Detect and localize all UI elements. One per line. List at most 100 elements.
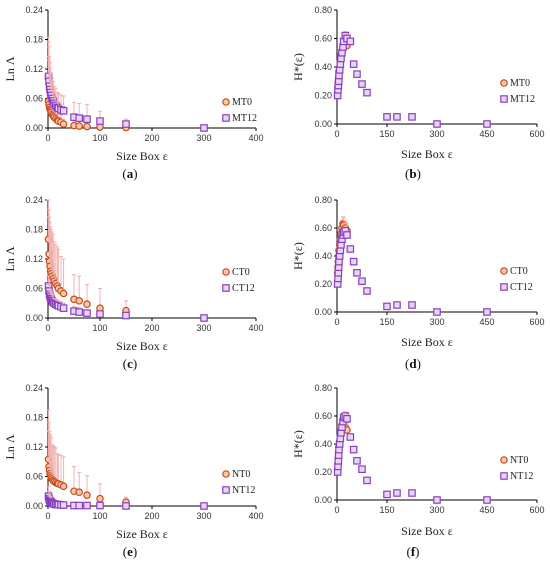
data-point-square bbox=[59, 304, 68, 312]
x-tick-label: 600 bbox=[529, 505, 544, 515]
series-MT12 bbox=[333, 30, 491, 128]
x-tick-label: 0 bbox=[45, 323, 50, 333]
y-tick-label: 0.24 bbox=[25, 5, 43, 15]
legend-label: NT0 bbox=[232, 469, 250, 480]
y-axis-label: Ln Λ bbox=[3, 56, 17, 81]
y-tick-label: 0.18 bbox=[25, 413, 43, 423]
x-tick-label: 450 bbox=[479, 505, 494, 515]
data-point-square bbox=[83, 501, 91, 510]
legend-label: MT12 bbox=[232, 113, 257, 124]
legend-marker-circle bbox=[222, 470, 230, 478]
y-axis-label: H*(ε) bbox=[291, 430, 305, 458]
data-point-circle bbox=[83, 491, 91, 499]
data-point-square bbox=[122, 502, 130, 510]
y-tick-label: 0.40 bbox=[314, 251, 332, 261]
x-tick-label: 450 bbox=[479, 317, 494, 327]
x-tick-label: 0 bbox=[334, 129, 339, 139]
x-tick-label: 450 bbox=[479, 129, 494, 139]
chart-panel-4: 0.00 0.06 0.12 0.18 0.24 0 100 200 300 400 Size Bo… bbox=[3, 383, 264, 559]
x-tick-label: 0 bbox=[334, 505, 339, 515]
panel-label: (a) bbox=[122, 166, 137, 181]
data-point-square bbox=[349, 445, 358, 454]
data-point-circle bbox=[83, 122, 91, 131]
y-tick-label: 0.00 bbox=[25, 123, 43, 133]
x-tick-label: 100 bbox=[92, 511, 107, 521]
data-point-square bbox=[363, 476, 371, 485]
y-tick-label: 0.00 bbox=[314, 307, 332, 317]
y-tick-label: 0.40 bbox=[314, 62, 332, 72]
x-tick-label: 0 bbox=[45, 133, 50, 143]
data-point-square bbox=[408, 301, 416, 309]
y-tick-label: 0.60 bbox=[314, 34, 332, 44]
data-point-square bbox=[200, 314, 208, 322]
x-tick-label: 150 bbox=[379, 317, 394, 327]
data-point-square bbox=[83, 309, 91, 317]
y-tick-label: 0.24 bbox=[25, 383, 43, 393]
data-point-square bbox=[483, 308, 491, 316]
y-tick-label: 0.20 bbox=[314, 467, 332, 477]
legend-label: CT12 bbox=[510, 282, 533, 293]
y-tick-label: 0.60 bbox=[314, 223, 332, 233]
data-point-square bbox=[343, 231, 351, 239]
legend-marker-circle bbox=[222, 268, 230, 276]
data-point-square bbox=[353, 269, 361, 277]
series-CT0 bbox=[44, 199, 208, 322]
chart-panel-0: 0.00 0.06 0.12 0.18 0.24 0 100 200 300 400 Size Bo… bbox=[3, 5, 264, 181]
x-tick-label: 200 bbox=[144, 323, 159, 333]
data-point-square bbox=[343, 415, 351, 423]
data-point-square bbox=[200, 124, 208, 132]
data-point-square bbox=[383, 490, 391, 499]
data-point-square bbox=[383, 113, 391, 121]
panel-label: (b) bbox=[405, 166, 421, 181]
legend-label: NT12 bbox=[510, 471, 533, 482]
legend-marker-circle bbox=[500, 79, 508, 87]
data-point-square bbox=[75, 114, 84, 122]
data-point-square bbox=[346, 245, 355, 253]
data-point-square bbox=[346, 433, 355, 441]
data-point-square bbox=[363, 287, 371, 295]
data-point-circle bbox=[75, 122, 84, 130]
legend-marker-square bbox=[500, 95, 508, 103]
x-tick-label: 400 bbox=[248, 133, 263, 143]
chart-panel-5: 0.00 0.20 0.40 0.60 0.80 0 150 300 450 600 Size Bo… bbox=[291, 383, 545, 559]
legend-marker-square bbox=[222, 284, 230, 292]
y-axis-label: H*(ε) bbox=[291, 242, 305, 270]
data-point-square bbox=[483, 120, 491, 128]
data-point-square bbox=[83, 115, 91, 123]
legend-marker-square bbox=[222, 114, 230, 122]
data-point-square bbox=[393, 301, 401, 309]
y-tick-label: 0.12 bbox=[25, 254, 43, 264]
data-point-square bbox=[96, 310, 104, 318]
data-point-square bbox=[122, 120, 130, 128]
x-tick-label: 300 bbox=[196, 323, 211, 333]
legend-marker-square bbox=[500, 283, 508, 291]
legend-label: MT12 bbox=[510, 94, 535, 105]
x-tick-label: 300 bbox=[429, 505, 444, 515]
y-axis-label: H*(ε) bbox=[291, 53, 305, 81]
panel-label: (f) bbox=[406, 544, 419, 559]
data-point-square bbox=[75, 308, 84, 316]
data-point-circle bbox=[59, 289, 68, 298]
y-tick-label: 0.80 bbox=[314, 383, 332, 393]
x-tick-label: 150 bbox=[379, 129, 394, 139]
x-tick-label: 400 bbox=[248, 323, 263, 333]
data-point-square bbox=[358, 465, 366, 474]
legend-label: MT0 bbox=[510, 78, 530, 89]
y-tick-label: 0.20 bbox=[314, 279, 332, 289]
y-tick-label: 0.40 bbox=[314, 439, 332, 449]
x-tick-label: 600 bbox=[529, 129, 544, 139]
x-tick-label: 200 bbox=[144, 133, 159, 143]
y-axis-label: Ln Λ bbox=[3, 246, 17, 271]
data-point-square bbox=[59, 106, 68, 115]
data-point-square bbox=[200, 502, 208, 510]
data-point-square bbox=[408, 489, 416, 497]
legend-label: CT0 bbox=[510, 266, 528, 277]
y-tick-label: 0.00 bbox=[25, 501, 43, 511]
legend-label: NT0 bbox=[510, 455, 528, 466]
x-tick-label: 0 bbox=[334, 317, 339, 327]
x-axis-label: Size Box ε bbox=[116, 339, 168, 353]
data-point-square bbox=[96, 117, 104, 125]
x-tick-label: 300 bbox=[429, 317, 444, 327]
x-axis-label: Size Box ε bbox=[116, 527, 168, 541]
series-NT12 bbox=[333, 411, 491, 504]
